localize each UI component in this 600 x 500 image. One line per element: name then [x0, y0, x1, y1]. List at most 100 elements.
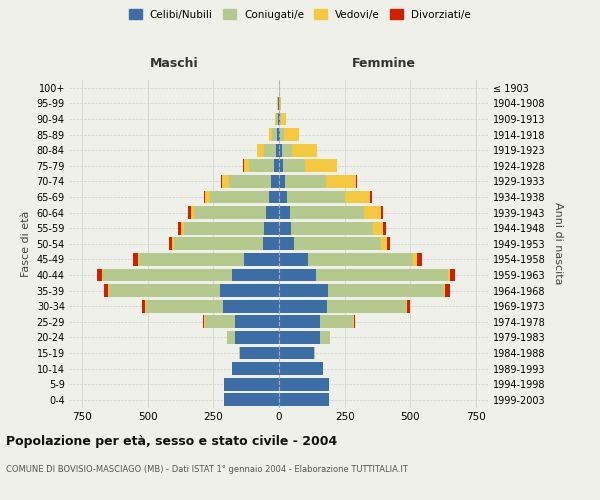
Bar — [275, 112, 279, 126]
Bar — [279, 238, 386, 250]
Bar — [257, 144, 279, 156]
Bar — [222, 175, 279, 188]
Bar — [279, 97, 281, 110]
Bar — [279, 97, 280, 110]
Bar — [188, 206, 279, 219]
Bar — [279, 284, 445, 297]
Bar — [279, 284, 450, 297]
Bar — [279, 394, 329, 406]
Bar — [239, 346, 279, 360]
Bar — [204, 190, 279, 203]
Bar — [146, 300, 279, 312]
Bar — [232, 362, 279, 375]
Bar — [184, 222, 279, 234]
Bar — [271, 175, 279, 188]
Bar — [279, 300, 407, 312]
Bar — [277, 97, 279, 110]
Bar — [224, 378, 279, 390]
Bar — [203, 316, 279, 328]
Bar — [174, 238, 279, 250]
Bar — [109, 284, 279, 297]
Text: Popolazione per età, sesso e stato civile - 2004: Popolazione per età, sesso e stato civil… — [6, 435, 337, 448]
Bar — [279, 222, 291, 234]
Bar — [279, 378, 329, 390]
Bar — [220, 284, 279, 297]
Bar — [224, 394, 279, 406]
Bar — [266, 206, 279, 219]
Bar — [279, 284, 328, 297]
Bar — [279, 128, 284, 141]
Bar — [205, 316, 279, 328]
Bar — [102, 268, 279, 281]
Bar — [276, 112, 279, 126]
Bar — [229, 175, 279, 188]
Bar — [279, 331, 329, 344]
Bar — [279, 268, 455, 281]
Bar — [279, 190, 371, 203]
Bar — [227, 331, 279, 344]
Bar — [279, 160, 337, 172]
Bar — [279, 112, 280, 126]
Bar — [279, 331, 320, 344]
Bar — [279, 394, 329, 406]
Bar — [279, 160, 305, 172]
Bar — [279, 128, 299, 141]
Bar — [257, 144, 279, 156]
Bar — [279, 316, 353, 328]
Bar — [244, 253, 279, 266]
Bar — [279, 128, 299, 141]
Bar — [279, 206, 290, 219]
Bar — [279, 268, 448, 281]
Bar — [279, 284, 445, 297]
Bar — [279, 206, 380, 219]
Bar — [277, 97, 279, 110]
Bar — [224, 378, 279, 390]
Y-axis label: Fasce di età: Fasce di età — [21, 210, 31, 277]
Bar — [265, 222, 279, 234]
Bar — [194, 206, 279, 219]
Bar — [279, 316, 353, 328]
Bar — [97, 268, 279, 281]
Bar — [205, 190, 279, 203]
Bar — [279, 175, 356, 188]
Bar — [181, 222, 279, 234]
Bar — [278, 112, 279, 126]
Bar — [279, 112, 286, 126]
Bar — [145, 300, 279, 312]
Bar — [279, 268, 449, 281]
Legend: Celibi/Nubili, Coniugati/e, Vedovi/e, Divorziati/e: Celibi/Nubili, Coniugati/e, Vedovi/e, Di… — [125, 5, 475, 24]
Bar — [205, 316, 279, 328]
Bar — [279, 238, 294, 250]
Bar — [279, 160, 337, 172]
Bar — [279, 362, 323, 375]
Bar — [279, 253, 417, 266]
Bar — [276, 144, 279, 156]
Bar — [249, 160, 279, 172]
Bar — [104, 284, 279, 297]
Bar — [278, 97, 279, 110]
Bar — [279, 362, 323, 375]
Bar — [223, 300, 279, 312]
Bar — [279, 268, 316, 281]
Bar — [103, 268, 279, 281]
Bar — [232, 362, 279, 375]
Bar — [279, 331, 330, 344]
Bar — [279, 222, 383, 234]
Bar — [221, 175, 279, 188]
Bar — [279, 175, 357, 188]
Bar — [279, 253, 413, 266]
Bar — [277, 128, 279, 141]
Text: Femmine: Femmine — [352, 57, 416, 70]
Bar — [279, 206, 383, 219]
Bar — [244, 160, 279, 172]
Bar — [279, 346, 314, 360]
Bar — [279, 128, 280, 141]
Bar — [178, 222, 279, 234]
Y-axis label: Anni di nascita: Anni di nascita — [553, 202, 563, 285]
Bar — [279, 160, 283, 172]
Bar — [279, 238, 390, 250]
Bar — [279, 144, 292, 156]
Bar — [279, 362, 323, 375]
Bar — [269, 128, 279, 141]
Bar — [279, 222, 386, 234]
